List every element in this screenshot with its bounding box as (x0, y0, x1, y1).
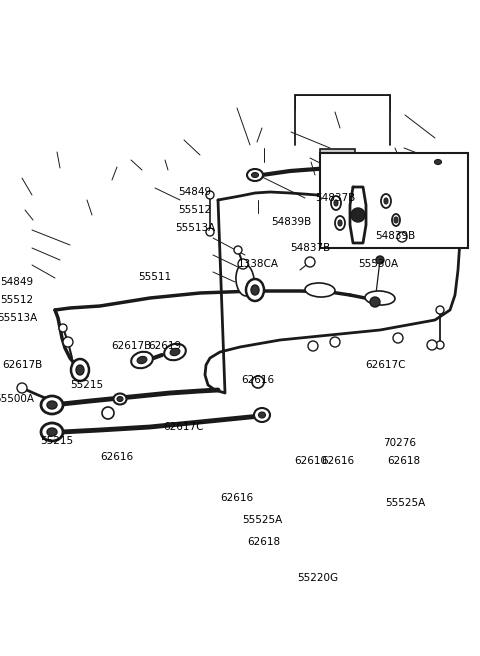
Circle shape (305, 257, 315, 267)
Ellipse shape (137, 356, 147, 363)
Text: 62617C: 62617C (365, 360, 405, 370)
Bar (320, 153, 468, 248)
Text: 54849: 54849 (179, 187, 212, 197)
Text: 55500A: 55500A (0, 394, 34, 404)
Ellipse shape (254, 408, 270, 422)
Ellipse shape (259, 412, 265, 418)
Ellipse shape (41, 396, 63, 414)
Circle shape (238, 259, 248, 269)
Ellipse shape (251, 285, 259, 295)
Ellipse shape (236, 264, 254, 296)
Circle shape (351, 208, 365, 222)
Circle shape (330, 337, 340, 347)
Ellipse shape (252, 173, 259, 178)
Ellipse shape (331, 196, 341, 210)
Text: 55525A: 55525A (242, 515, 282, 525)
Circle shape (17, 383, 27, 393)
Ellipse shape (381, 194, 391, 208)
Text: 55513A: 55513A (0, 313, 37, 323)
Text: 55511: 55511 (138, 272, 171, 282)
Text: 55530A: 55530A (358, 259, 398, 269)
Bar (320, 149, 355, 157)
Ellipse shape (365, 291, 395, 305)
Ellipse shape (247, 169, 263, 181)
Circle shape (376, 256, 384, 264)
Text: 62610: 62610 (295, 456, 327, 466)
Text: 62618: 62618 (387, 456, 420, 466)
Text: 54837B: 54837B (290, 243, 330, 253)
Text: 62616: 62616 (241, 375, 275, 385)
Ellipse shape (434, 159, 442, 165)
Text: 55525A: 55525A (385, 498, 425, 508)
Text: 54837B: 54837B (315, 193, 355, 203)
Ellipse shape (430, 156, 446, 168)
Ellipse shape (113, 394, 127, 405)
Ellipse shape (117, 396, 123, 401)
Text: 54839B: 54839B (271, 217, 311, 227)
Circle shape (308, 341, 318, 351)
Ellipse shape (335, 216, 345, 230)
Ellipse shape (47, 428, 57, 436)
Ellipse shape (334, 200, 338, 206)
Text: 62616: 62616 (220, 493, 253, 503)
Ellipse shape (164, 344, 186, 360)
Ellipse shape (71, 359, 89, 381)
Text: 1338CA: 1338CA (238, 259, 278, 269)
Circle shape (436, 306, 444, 314)
Ellipse shape (170, 348, 180, 356)
Text: 54849: 54849 (0, 277, 34, 287)
Circle shape (252, 376, 264, 388)
Ellipse shape (76, 365, 84, 375)
Text: 54839B: 54839B (375, 231, 415, 241)
Circle shape (234, 246, 242, 254)
Text: 62617B: 62617B (2, 360, 42, 370)
Ellipse shape (384, 198, 388, 204)
Text: 55215: 55215 (71, 380, 104, 390)
Ellipse shape (41, 423, 63, 441)
Circle shape (63, 337, 73, 347)
Text: 55513A: 55513A (175, 223, 215, 233)
Text: 55220G: 55220G (298, 573, 338, 583)
Text: 55512: 55512 (179, 205, 212, 215)
Circle shape (102, 407, 114, 419)
Circle shape (397, 232, 407, 242)
Ellipse shape (47, 401, 57, 409)
Text: 62619: 62619 (148, 341, 181, 351)
Ellipse shape (392, 214, 400, 226)
Circle shape (206, 228, 214, 236)
Ellipse shape (394, 217, 398, 223)
Ellipse shape (305, 283, 335, 297)
Ellipse shape (338, 220, 342, 226)
Text: 62616: 62616 (100, 452, 133, 462)
Text: 62617C: 62617C (164, 422, 204, 432)
Circle shape (370, 297, 380, 307)
Text: 55215: 55215 (40, 436, 73, 446)
Circle shape (206, 191, 214, 199)
Circle shape (427, 340, 437, 350)
Text: 55512: 55512 (0, 295, 34, 305)
Text: 62617B: 62617B (111, 341, 151, 351)
Circle shape (436, 341, 444, 349)
Circle shape (59, 324, 67, 332)
Text: 62618: 62618 (247, 537, 281, 547)
Ellipse shape (131, 352, 153, 368)
Text: 62616: 62616 (322, 456, 355, 466)
Text: 70276: 70276 (384, 438, 417, 448)
Circle shape (393, 333, 403, 343)
Ellipse shape (246, 279, 264, 301)
